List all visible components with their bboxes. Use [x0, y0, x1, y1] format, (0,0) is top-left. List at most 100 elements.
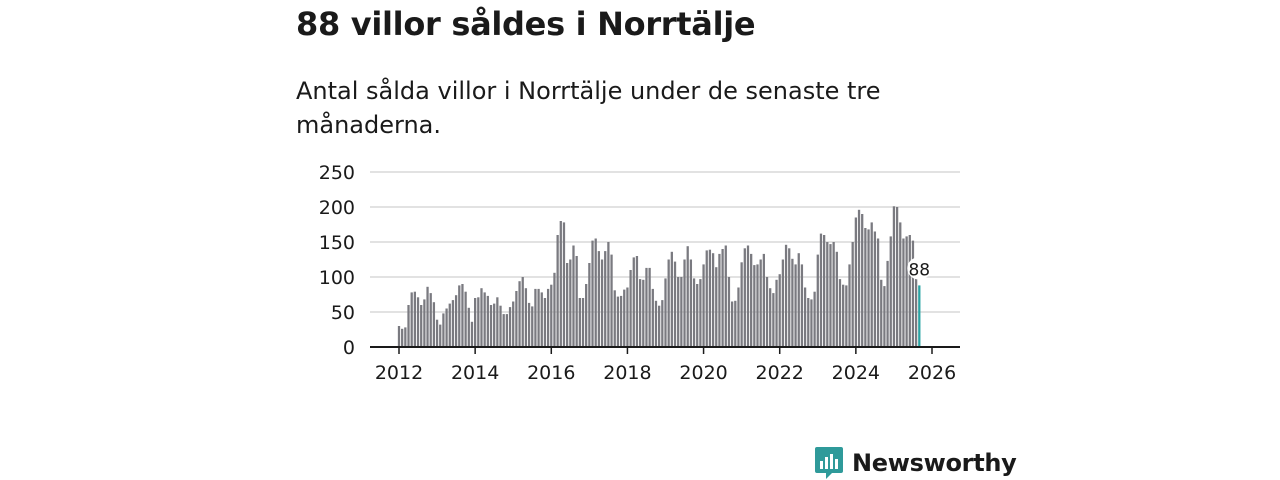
- bar: [474, 298, 477, 347]
- chart-title: 88 villor såldes i Norrtälje: [296, 5, 756, 43]
- x-tick-label: 2022: [756, 362, 804, 384]
- bar: [914, 267, 918, 347]
- bar: [642, 279, 645, 347]
- bar: [759, 259, 762, 347]
- y-tick-label: 100: [319, 267, 355, 289]
- bar: [829, 244, 832, 347]
- bar: [892, 206, 896, 347]
- x-tick-label: 2018: [603, 362, 651, 384]
- bar: [658, 305, 661, 347]
- x-tick-label: 2026: [908, 362, 956, 384]
- bar: [505, 314, 509, 347]
- bar: [432, 302, 436, 347]
- bar: [708, 249, 712, 347]
- bar: [772, 293, 775, 347]
- bar: [889, 236, 892, 347]
- bar: [705, 250, 708, 347]
- bar: [572, 245, 575, 347]
- bar: [531, 306, 534, 347]
- bar: [730, 301, 734, 347]
- y-tick-label: 250: [319, 162, 355, 184]
- bar: [439, 324, 442, 347]
- bar: [746, 245, 750, 347]
- bar: [822, 235, 826, 347]
- bar: [727, 277, 731, 347]
- bar: [873, 231, 877, 347]
- bar: [518, 281, 521, 347]
- bar: [880, 279, 883, 347]
- bar: [426, 286, 429, 347]
- bar: [721, 249, 724, 347]
- bar: [508, 307, 512, 347]
- bar: [794, 264, 797, 347]
- bar: [546, 288, 550, 347]
- bar: [632, 257, 635, 347]
- bar: [467, 307, 470, 347]
- bar: [651, 288, 654, 347]
- bar: [908, 235, 911, 347]
- bar: [784, 244, 788, 347]
- x-tick-label: 2024: [832, 362, 880, 384]
- bar: [765, 277, 769, 347]
- bar: [416, 297, 420, 347]
- bar: [604, 251, 607, 347]
- bar: [623, 289, 626, 347]
- bar: [886, 260, 889, 347]
- bar: [477, 297, 480, 347]
- bar: [803, 287, 807, 347]
- bar: [848, 264, 851, 347]
- bar: [870, 222, 873, 347]
- bar: [845, 285, 848, 347]
- bar: [496, 297, 499, 347]
- x-axis: 2012 2014 2016 2018 2020 2022 2024 2026: [370, 346, 960, 384]
- bar: [543, 298, 547, 347]
- bar: [905, 236, 908, 347]
- bar: [461, 284, 464, 347]
- bar: [451, 300, 455, 347]
- bar: [832, 242, 835, 347]
- bar: [899, 222, 902, 347]
- bar: [537, 288, 540, 347]
- bar: [867, 229, 870, 347]
- bar: [699, 279, 702, 347]
- bar: [778, 274, 781, 347]
- latest-value-label: 88: [908, 260, 930, 280]
- bar: [838, 279, 842, 347]
- bar: [686, 246, 689, 347]
- y-tick-label: 150: [319, 232, 355, 254]
- bar: [756, 264, 759, 347]
- bar: [480, 288, 483, 347]
- bar: [448, 303, 451, 347]
- bar: [581, 298, 585, 347]
- brand-name: Newsworthy: [852, 449, 1017, 477]
- bar: [810, 299, 813, 347]
- brand-logo[interactable]: Newsworthy: [814, 446, 1017, 480]
- bar: [401, 328, 404, 347]
- bar: [550, 284, 553, 347]
- bar: [404, 327, 407, 347]
- bar: [616, 296, 620, 347]
- bar: [591, 240, 594, 347]
- bar: [819, 233, 823, 347]
- bar: [664, 278, 667, 347]
- bar-chart: 0 50 100 150 200 250 2012 2014 2016 2018 2020 2022…: [319, 162, 960, 384]
- bar: [711, 253, 715, 347]
- newsworthy-bar-chart-icon: [815, 447, 843, 479]
- bar: [454, 295, 458, 347]
- bar: [854, 217, 857, 347]
- bar: [696, 284, 699, 347]
- bar: [626, 287, 629, 347]
- bar: [597, 251, 601, 347]
- bar: [575, 256, 578, 347]
- bar: [876, 238, 880, 347]
- bar: [857, 209, 861, 347]
- bar: [566, 263, 569, 347]
- bar: [553, 272, 556, 347]
- bar: [629, 270, 632, 347]
- bar: [788, 248, 791, 347]
- bar: [689, 259, 693, 347]
- bar: [683, 259, 686, 347]
- bar-highlight: [918, 285, 921, 347]
- bar: [588, 263, 591, 347]
- bar: [781, 259, 785, 347]
